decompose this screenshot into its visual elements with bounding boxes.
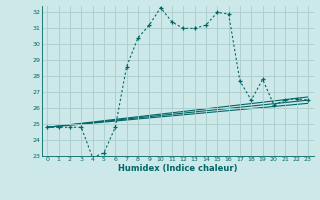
X-axis label: Humidex (Indice chaleur): Humidex (Indice chaleur) bbox=[118, 164, 237, 173]
